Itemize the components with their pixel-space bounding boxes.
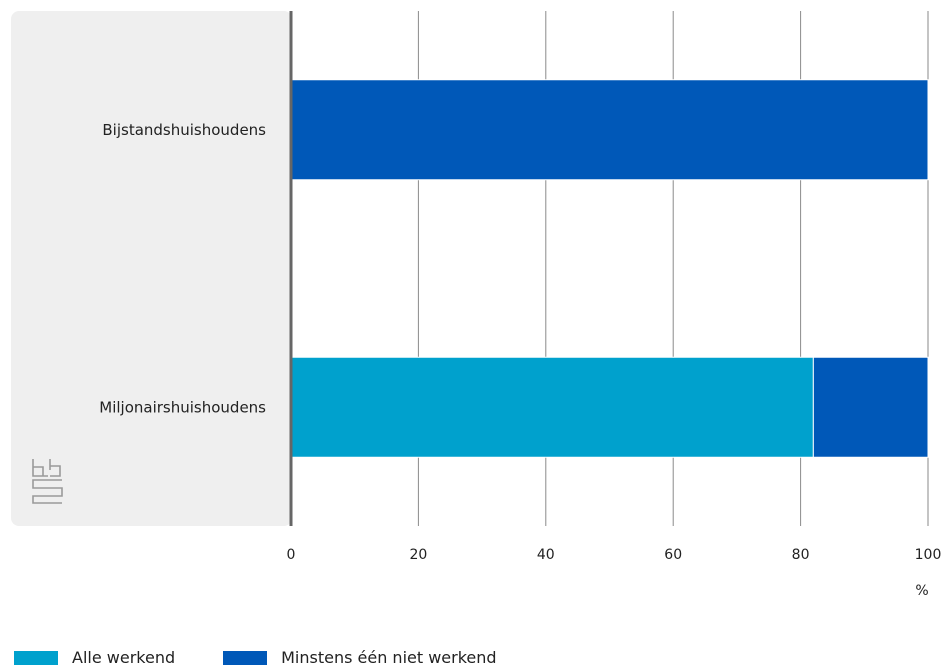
- x-tick-label: 60: [664, 547, 682, 563]
- bar-segment: [290, 79, 929, 181]
- bar-segment: [290, 356, 814, 458]
- x-tick-label: 100: [915, 547, 942, 563]
- legend-swatch: [223, 650, 268, 665]
- legend-label: Alle werkend: [72, 648, 176, 667]
- x-tick-label: 40: [537, 547, 555, 563]
- legend-swatch: [14, 650, 58, 665]
- cbs-logo-icon: [32, 459, 63, 504]
- category-labels: Bijstandshuishoudens Miljonairshuishouden…: [99, 121, 266, 417]
- category-label: Bijstandshuishoudens: [102, 121, 266, 139]
- legend-item-alle-werkend: Alle werkend: [14, 648, 175, 667]
- bars: [290, 79, 929, 458]
- tick-labels: 0 20 40 60 80 100: [287, 547, 942, 563]
- category-panel: [11, 11, 292, 526]
- legend-label: Minstens één niet werkend: [281, 648, 497, 667]
- x-tick-label: 0: [287, 547, 296, 563]
- legend-item-minstens-een-niet-werkend: Minstens één niet werkend: [223, 648, 497, 667]
- category-label: Miljonairshuishoudens: [99, 398, 266, 416]
- bar-segment: [812, 356, 929, 458]
- x-tick-label: 20: [409, 547, 427, 563]
- x-tick-label: 80: [792, 547, 810, 563]
- legend: Alle werkend Minstens één niet werkend: [14, 648, 545, 667]
- x-unit-label: %: [915, 583, 928, 599]
